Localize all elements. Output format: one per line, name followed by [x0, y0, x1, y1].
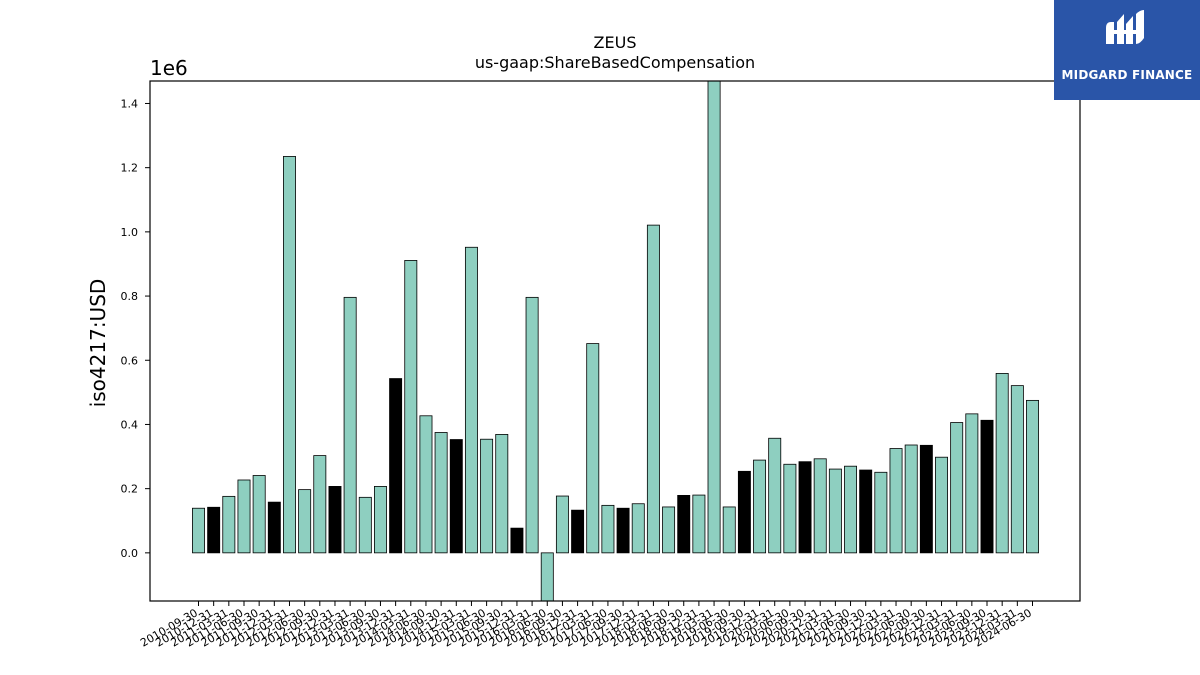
bar	[707, 80, 721, 554]
bar	[389, 378, 403, 554]
bar	[373, 486, 387, 554]
bar	[935, 456, 948, 554]
bar	[571, 509, 585, 554]
bar	[328, 486, 342, 554]
bar	[859, 469, 873, 554]
bar	[753, 459, 767, 554]
bar	[283, 156, 296, 554]
x-axis: 2010-09-302010-12-312011-03-312011-06-30…	[138, 601, 1034, 650]
bar	[298, 489, 312, 554]
y-axis: 0.0 0.2 0.4 0.6 0.8 1.0 1.2 1.4	[121, 97, 150, 560]
midgard-logo-icon	[1106, 10, 1144, 44]
bar	[692, 494, 706, 554]
chart-subtitle: us-gaap:ShareBasedCompensation	[475, 53, 755, 72]
bar	[237, 479, 251, 554]
bar	[889, 448, 903, 554]
bar	[358, 496, 372, 554]
bar	[586, 343, 600, 554]
bars-group	[192, 80, 1039, 602]
y-tick-label: 1.2	[121, 162, 139, 175]
bar	[192, 507, 205, 554]
bar	[616, 507, 630, 554]
plot-frame	[149, 80, 1081, 602]
chart-title: ZEUS	[594, 33, 637, 52]
bar	[404, 260, 418, 554]
midgard-finance-logo: MIDGARD FINANCE	[1054, 0, 1200, 100]
bar	[965, 413, 979, 554]
bar	[980, 419, 994, 554]
bar	[252, 475, 266, 554]
bar	[267, 501, 281, 554]
y-tick-label: 0.0	[121, 547, 139, 560]
bar	[662, 506, 676, 554]
y-tick-label: 1.0	[121, 226, 139, 239]
bar	[813, 458, 827, 554]
bar	[722, 506, 736, 554]
bar	[449, 439, 463, 554]
bar	[222, 495, 236, 554]
bar	[844, 465, 857, 554]
bar	[464, 246, 478, 554]
bar	[510, 527, 524, 554]
bar	[783, 463, 797, 554]
bar	[631, 503, 645, 554]
y-tick-label: 1.4	[121, 97, 139, 110]
y-tick-label: 0.4	[121, 418, 139, 431]
y-scale-label: 1e6	[150, 56, 188, 80]
bar	[768, 437, 782, 554]
bar	[995, 373, 1009, 554]
bar	[207, 506, 221, 554]
bar	[343, 296, 357, 554]
bar	[737, 470, 751, 554]
bar	[1026, 399, 1039, 554]
y-tick-label: 0.2	[121, 483, 139, 496]
bar	[798, 461, 812, 554]
bar	[525, 296, 539, 554]
bar	[950, 422, 964, 554]
logo-brand-text: MIDGARD FINANCE	[1061, 68, 1193, 82]
bar	[874, 471, 888, 554]
bar	[540, 552, 554, 602]
bar	[828, 468, 842, 554]
bar	[555, 495, 569, 554]
bar	[480, 438, 494, 554]
y-tick-label: 0.8	[121, 290, 139, 303]
bar	[1010, 385, 1024, 554]
bar	[601, 504, 615, 554]
bar	[919, 444, 933, 554]
y-axis-label: iso4217:USD	[86, 279, 110, 408]
bar	[434, 432, 448, 554]
bar	[495, 434, 509, 554]
bar	[677, 494, 691, 554]
y-tick-label: 0.6	[121, 354, 139, 367]
bar	[646, 224, 660, 554]
bar	[419, 415, 433, 554]
bar	[313, 455, 327, 554]
bar	[904, 444, 918, 554]
